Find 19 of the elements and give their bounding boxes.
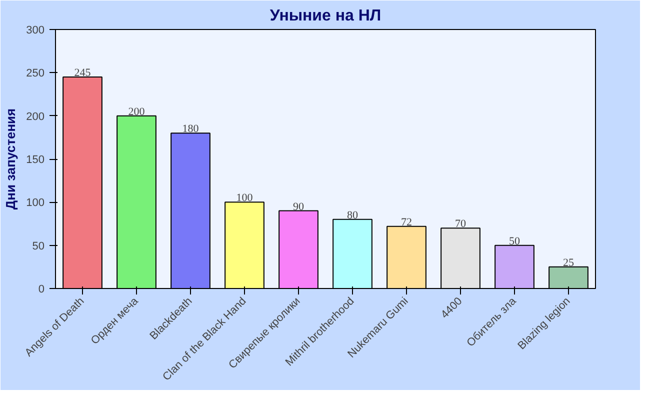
data-label: 200	[128, 106, 146, 118]
data-label: 90	[293, 200, 304, 213]
data-label: 70	[455, 218, 466, 230]
data-label: 25	[563, 256, 574, 269]
data-label: 100	[236, 192, 254, 204]
data-label: 245	[74, 66, 92, 79]
y-tick-label: 200	[26, 110, 45, 123]
y-tick-label: 100	[26, 197, 45, 210]
data-label: 180	[182, 123, 200, 136]
y-tick-label: 0	[38, 284, 45, 296]
data-label: 80	[347, 209, 358, 222]
y-tick-label: 50	[32, 240, 45, 252]
y-tick-label: 300	[26, 24, 45, 36]
data-label: 72	[401, 216, 412, 228]
y-tick-label: 150	[26, 154, 45, 166]
chart-title: Уныние на НЛ	[270, 8, 382, 24]
y-tick-label: 250	[26, 68, 45, 80]
data-label: 50	[509, 235, 520, 248]
y-axis-title: Дни запустения	[3, 108, 18, 210]
